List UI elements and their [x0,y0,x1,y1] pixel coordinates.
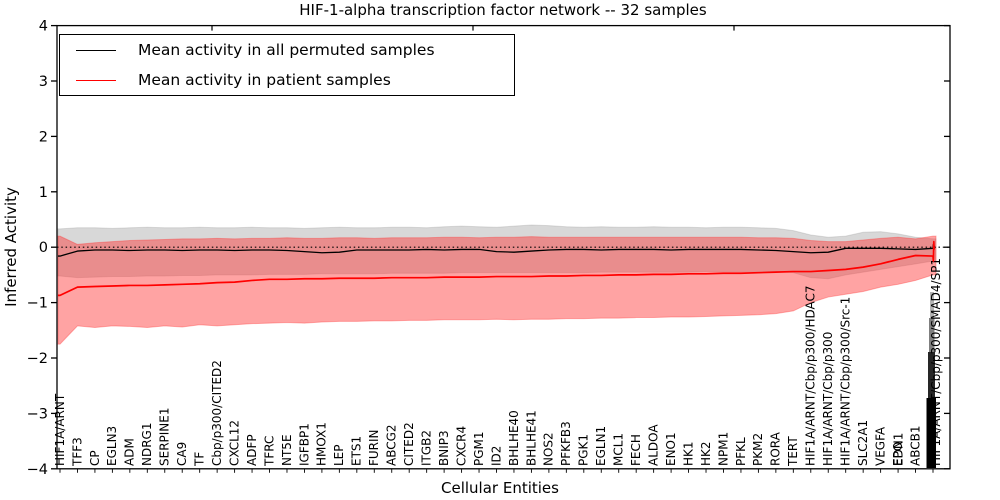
y-tick-label: 3 [39,74,48,90]
y-tick-label: 4 [39,19,48,35]
x-tick-label: HIF1A/ARNT/Cbp/p300 [821,332,835,466]
legend-line-black [76,49,116,51]
x-tick-label: TFRC [262,436,276,467]
x-tick-label: PKM2 [751,433,765,466]
x-tick-label: ETS1 [350,436,364,466]
legend-entry-permuted: Mean activity in all permuted samples [60,37,514,63]
x-tick-label: HIF1A/ARNT [53,393,67,466]
x-tick-label: ALDOA [646,424,660,466]
x-tick-label-overlap-blob [928,352,935,398]
x-tick-label: ITGB2 [420,430,434,466]
x-tick-label: BNIP3 [437,430,451,466]
y-tick-label: −4 [27,462,48,478]
x-tick-label: CXCR4 [454,426,468,466]
x-tick-label: RORA [769,431,783,466]
x-tick-label: ABCG2 [385,424,399,466]
x-tick-label: VEGFA [873,426,887,466]
x-tick-label: MCL1 [612,433,626,466]
x-tick-label: NPM1 [716,432,730,466]
x-tick-label: HK2 [699,441,713,466]
y-tick-label: −1 [27,296,48,312]
x-tick-label: CP [88,450,102,466]
x-tick-label: NT5E [280,434,294,466]
x-tick-label: TFF3 [70,437,84,467]
legend-line-red [76,79,116,81]
x-tick-label: BHLHE40 [507,410,521,466]
legend-entry-patient: Mean activity in patient samples [60,67,514,93]
x-tick-label: Cbp/p300/CITED2 [210,360,224,466]
legend-label-patient: Mean activity in patient samples [138,71,391,89]
x-tick-label: HIF1A/ARNT/Cbp/p300/HDAC7 [804,285,818,466]
x-tick-label: NDRG1 [140,423,154,467]
y-tick-label: 2 [39,129,48,145]
x-tick-label: LEP [332,444,346,466]
x-tick-label: BHLHE41 [524,410,538,466]
y-tick-label: −3 [27,406,48,422]
x-tick-label: CITED2 [402,422,416,466]
legend-label-permuted: Mean activity in all permuted samples [138,41,435,59]
x-tick-label: HIF1A/ARNT/Cbp/p300/Src-1 [839,297,853,466]
x-tick-label: EPO [891,442,905,466]
x-tick-label: TERT [786,436,800,467]
x-tick-label: SLC2A1 [856,420,870,466]
y-tick-label: −2 [27,351,48,367]
x-tick-label: PGK1 [577,434,591,466]
x-tick-label: EGLN3 [105,426,119,466]
x-tick-label: ENO1 [664,432,678,466]
x-tick-label: PGM1 [472,431,486,466]
x-tick-label: ID2 [489,446,503,466]
y-tick-label: 0 [39,240,48,256]
x-tick-label: CXCL12 [227,420,241,466]
x-tick-label: TF [193,452,207,467]
y-tick-label: 1 [39,185,48,201]
x-tick-label: ABCB1 [908,426,922,466]
x-tick-label: ADM [123,438,137,466]
x-tick-label: IGFBP1 [297,423,311,466]
chart-title: HIF-1-alpha transcription factor network… [299,1,707,19]
x-tick-label: HMOX1 [315,422,329,466]
y-axis-label: Inferred Activity [2,187,20,307]
x-tick-label: ADFP [245,434,259,466]
patient-mean-line [58,240,936,297]
x-tick-label: NOS2 [542,432,556,466]
x-tick-label: PFKFB3 [559,421,573,466]
x-tick-label-overlap-blob [930,292,934,318]
legend: Mean activity in all permuted samples Me… [59,34,515,96]
x-tick-label-overlap: EDN1 [892,433,906,466]
x-tick-label: EGLN1 [594,426,608,466]
x-tick-label: FECH [629,434,643,466]
x-tick-label-overlap-blob [929,318,935,352]
x-tick-label: SERPINE1 [158,407,172,466]
x-tick-label-overlap-blob [926,398,936,468]
permuted-mean-line [58,243,936,257]
x-tick-label: HK1 [681,441,695,466]
x-axis-label: Cellular Entities [441,479,559,497]
patient-confidence-band [57,235,937,345]
x-tick-label: CA9 [175,442,189,466]
x-tick-label: PFKL [734,437,748,466]
x-tick-label: FURIN [367,429,381,466]
